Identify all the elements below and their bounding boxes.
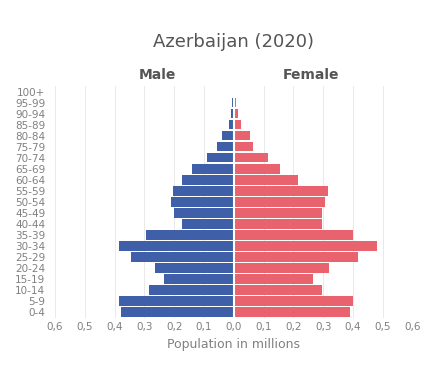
Bar <box>234 285 322 295</box>
Bar <box>207 153 234 163</box>
Title: Azerbaijan (2020): Azerbaijan (2020) <box>153 33 314 51</box>
Bar <box>229 120 234 130</box>
Bar <box>222 131 234 141</box>
Bar <box>182 219 234 229</box>
Bar <box>171 197 234 206</box>
Bar <box>182 175 234 184</box>
Text: Female: Female <box>283 68 339 82</box>
Bar <box>234 98 236 107</box>
Bar <box>146 230 234 240</box>
Bar <box>234 87 235 96</box>
Bar <box>218 142 234 152</box>
Bar <box>155 263 234 273</box>
Bar <box>119 296 234 306</box>
Bar <box>234 307 350 317</box>
Bar <box>234 164 280 173</box>
Bar <box>234 252 358 262</box>
Bar <box>234 153 268 163</box>
Bar <box>234 230 353 240</box>
Bar <box>232 98 234 107</box>
Bar <box>131 252 234 262</box>
Bar <box>164 274 234 284</box>
Bar <box>174 208 234 218</box>
Bar <box>119 241 234 251</box>
Bar <box>234 186 328 195</box>
Bar <box>234 142 253 152</box>
Bar <box>234 208 322 218</box>
Bar <box>234 197 325 206</box>
Bar <box>234 175 298 184</box>
Bar <box>234 219 322 229</box>
Bar <box>192 164 234 173</box>
Bar <box>149 285 234 295</box>
Bar <box>231 109 234 119</box>
Bar <box>234 120 241 130</box>
Bar <box>173 186 234 195</box>
Bar <box>233 87 234 96</box>
Bar <box>234 241 377 251</box>
Text: Male: Male <box>138 68 176 82</box>
Bar <box>234 296 353 306</box>
X-axis label: Population in millions: Population in millions <box>167 338 300 351</box>
Bar <box>234 109 238 119</box>
Bar <box>121 307 234 317</box>
Bar <box>234 263 329 273</box>
Bar <box>234 274 313 284</box>
Bar <box>234 131 250 141</box>
